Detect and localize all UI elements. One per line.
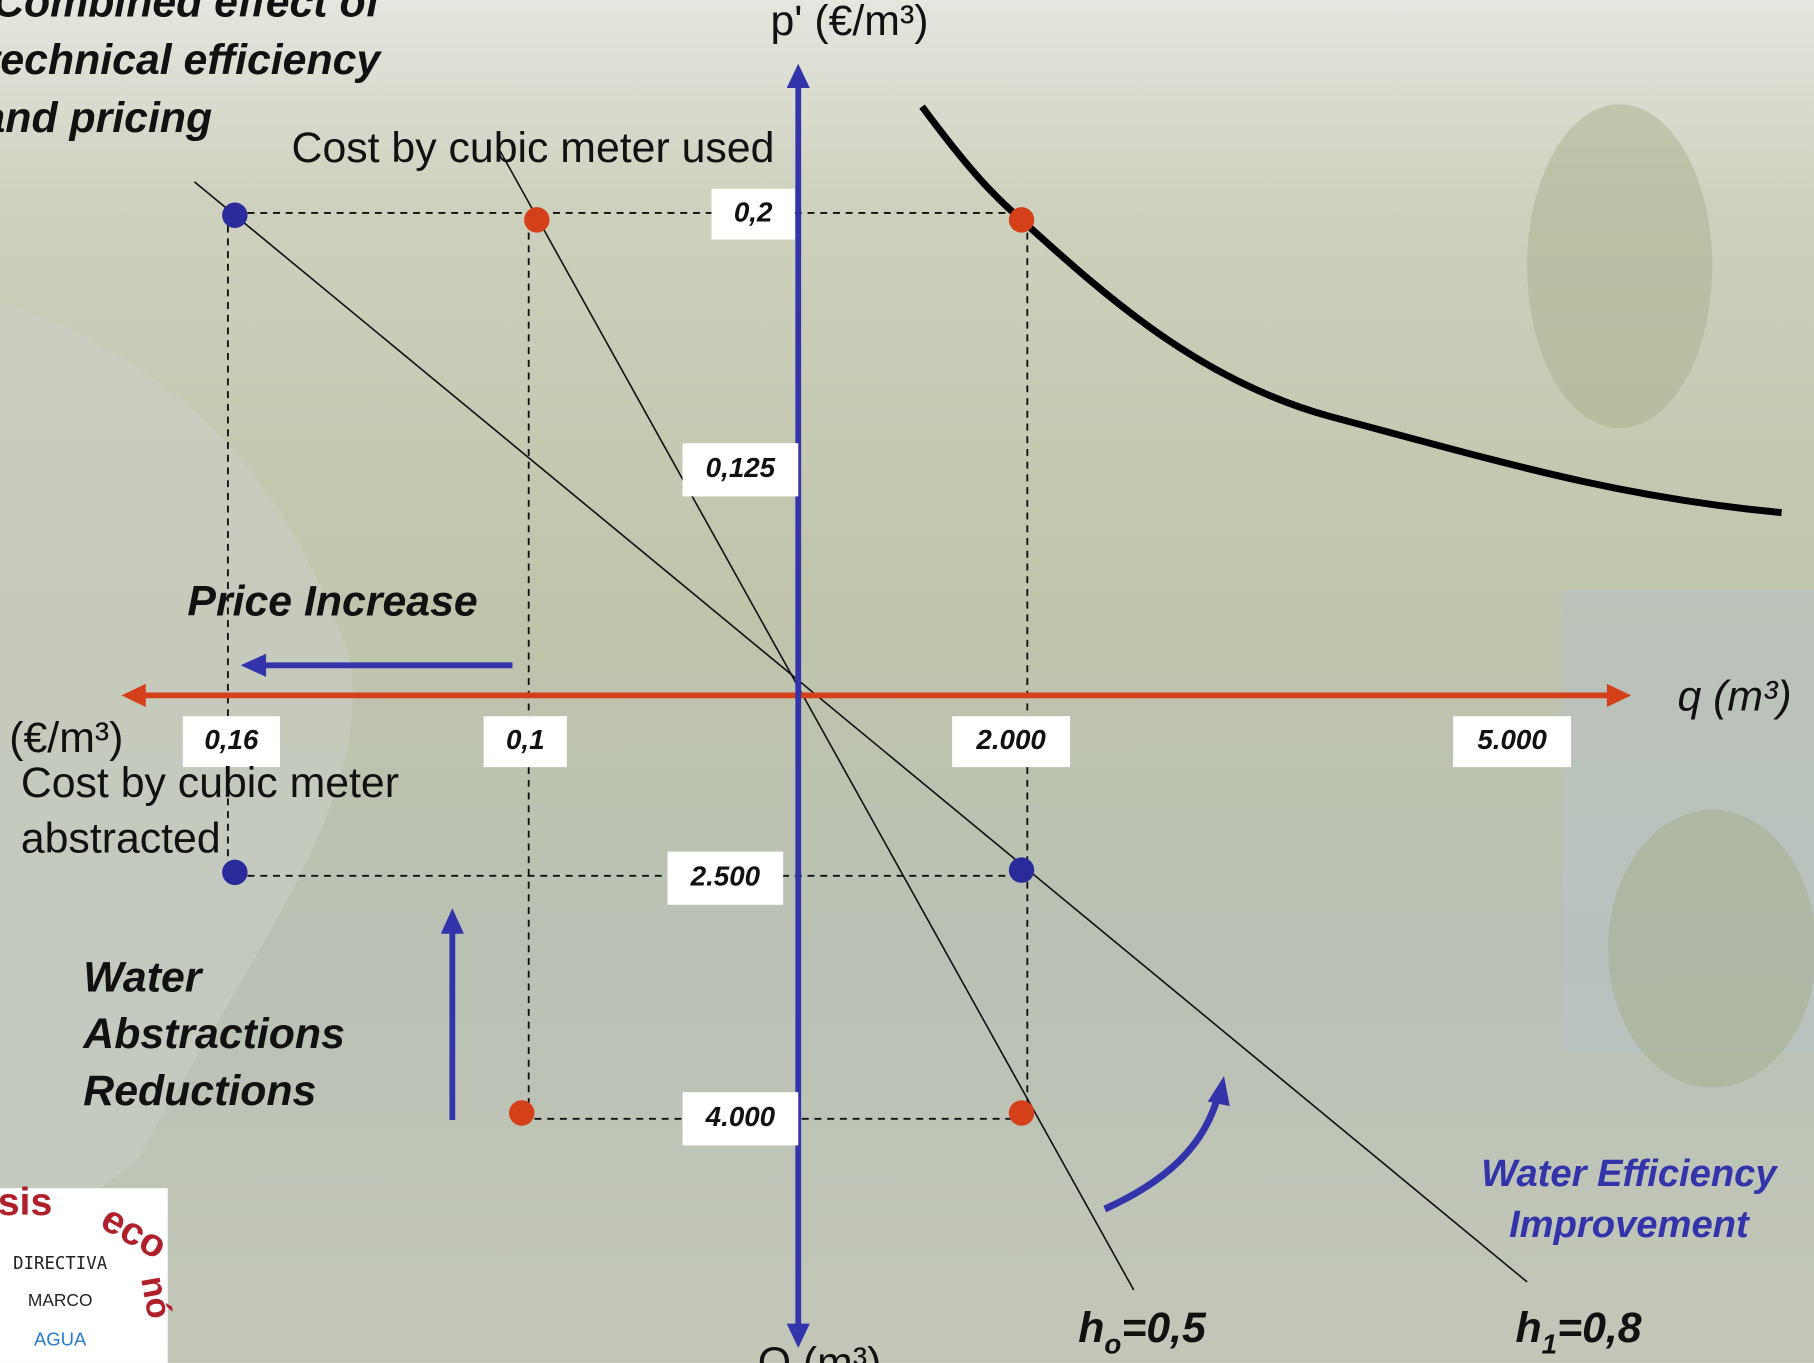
logo-text: MARCO [28,1290,93,1310]
value-box [1453,716,1572,768]
river-shape [0,300,353,1273]
axis-arrow [786,63,810,89]
tree [1608,809,1814,1088]
label: Cost by cubic meter used [292,124,775,172]
point [1008,207,1035,233]
point [1008,1100,1035,1126]
title-line: technical efficiency [0,36,382,84]
y-axis-label: p' (€/m³) [770,0,928,45]
value-label: 5.000 [1477,724,1547,755]
point [222,859,248,886]
axis-arrow [786,1323,810,1348]
value-label: 0,125 [706,452,776,483]
value-box [952,716,1071,768]
label: Reductions [83,1067,316,1115]
text-part: h [1516,1304,1542,1352]
value-box [182,716,280,768]
axis-arrow [121,683,146,707]
point [509,1100,535,1126]
x-axis-label: q (m³) [1677,672,1791,720]
value-label: 0,16 [204,724,259,755]
label: Improvement [1509,1203,1751,1246]
logo-text: AGUA [34,1329,87,1350]
point [524,207,550,233]
logo-text: nó [133,1273,178,1321]
value-box [667,851,784,905]
text-part: 1 [1542,1329,1557,1360]
arrowhead [440,908,464,934]
title-line: and pricing [0,94,212,142]
label: ho=0,5 [1078,1304,1207,1360]
arrowhead [1207,1075,1230,1107]
efficiency-line [499,150,1135,1291]
value-label: 0,1 [506,724,545,755]
tree [1527,104,1713,429]
arrowhead [240,653,267,677]
bottom-axis-label: Q (m³) [758,1339,882,1363]
value-label: 0,2 [734,196,773,227]
value-box [682,443,799,497]
value-box [711,188,795,240]
label: h1=0,8 [1516,1304,1642,1360]
title-line: Combined effect of [0,0,384,26]
label: Price Increase [187,578,477,626]
label: Water Efficiency [1481,1152,1778,1195]
label: Abstractions [82,1010,345,1058]
text-part: h [1078,1304,1104,1352]
text-part: =0,5 [1121,1304,1207,1352]
demand-curve [919,104,1782,517]
logo-text: sis [0,1180,52,1224]
label: Water [83,954,203,1002]
label: Cost by cubic meter [21,759,399,807]
logo-text: DIRECTIVA [13,1254,108,1274]
text-part: o [1104,1329,1121,1360]
value-label: 2.000 [975,724,1046,755]
point [222,202,248,228]
arrow [1103,1098,1221,1213]
left-axis-label: (€/m³) [9,714,123,762]
value-label: 2.500 [690,860,761,891]
value-box [483,716,567,768]
logo [0,1188,168,1363]
value-box [682,1092,799,1146]
point [1008,857,1035,883]
text-part: =0,8 [1557,1304,1642,1352]
axis-arrow [1606,683,1632,707]
label: abstracted [21,815,221,863]
value-label: 4.000 [705,1101,776,1132]
efficiency-line [193,181,1528,1283]
